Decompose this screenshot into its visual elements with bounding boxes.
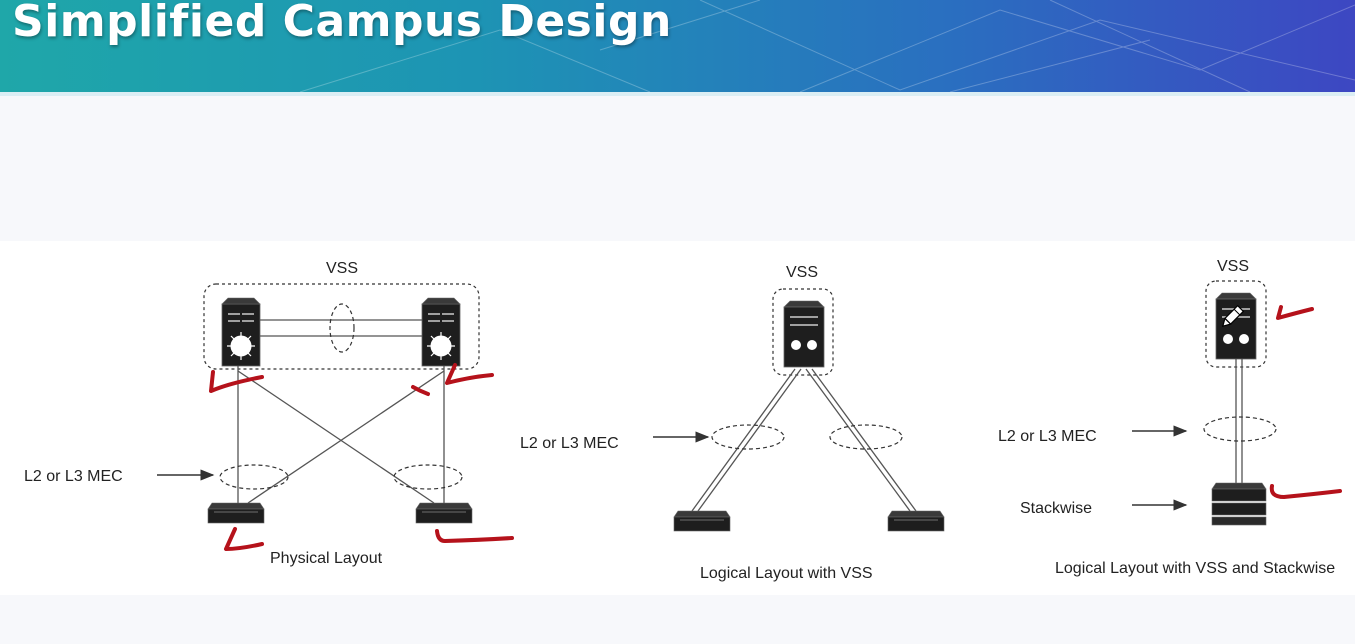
logical-access-switch-right bbox=[887, 510, 945, 532]
physical-layout: VSS L2 or L3 MEC Physical Layout bbox=[24, 260, 480, 567]
stackwise-switch-stack bbox=[1211, 482, 1267, 526]
annotation-mark-5 bbox=[435, 529, 514, 543]
logical-vss-switch bbox=[783, 300, 825, 368]
header-network-pattern bbox=[299, 0, 1355, 92]
stackwise-caption: Logical Layout with VSS and Stackwise bbox=[1055, 560, 1335, 577]
slide-header: Simplified Campus Design bbox=[0, 0, 1355, 92]
mec-bundle-left bbox=[219, 464, 289, 490]
stackwise-mec-bundle bbox=[1203, 416, 1277, 442]
logical-vss-label: VSS bbox=[786, 264, 818, 281]
core-switch-left bbox=[221, 297, 261, 367]
access-switch-right bbox=[415, 502, 473, 524]
logical-vss-boundary bbox=[772, 288, 834, 376]
annotation-mark-2 bbox=[411, 385, 430, 396]
logical-vss-caption: Logical Layout with VSS bbox=[700, 565, 873, 582]
stackwise-vss-label: VSS bbox=[1217, 258, 1249, 275]
annotation-marks bbox=[209, 305, 1342, 551]
annotation-mark-3 bbox=[445, 363, 494, 385]
annotation-mark-1 bbox=[209, 370, 264, 393]
stackwise-label: Stackwise bbox=[1020, 500, 1092, 517]
logical-vss-uplinks bbox=[691, 368, 917, 512]
pen-cursor-icon bbox=[1221, 304, 1245, 328]
logical-mec-bundle-right bbox=[829, 424, 903, 450]
annotation-mark-7 bbox=[1269, 484, 1342, 499]
logical-mec-bundle-left bbox=[711, 424, 785, 450]
logical-vss-mec-label: L2 or L3 MEC bbox=[520, 435, 619, 452]
campus-design-diagram: VSS L2 or L3 MEC Physical Layout VSS bbox=[24, 258, 1342, 582]
logical-access-switch-left bbox=[673, 510, 731, 532]
diagram-panel: VSS L2 or L3 MEC Physical Layout VSS bbox=[0, 241, 1355, 595]
header-divider bbox=[0, 92, 1355, 96]
stackwise-vss-switch bbox=[1215, 292, 1257, 360]
vss-boundary bbox=[203, 283, 480, 370]
physical-mec-label: L2 or L3 MEC bbox=[24, 468, 123, 485]
annotation-mark-4 bbox=[224, 527, 264, 551]
vsl-links bbox=[260, 319, 422, 337]
annotation-mark-6 bbox=[1276, 305, 1314, 320]
stackwise-mec-label: L2 or L3 MEC bbox=[998, 428, 1097, 445]
core-switch-right bbox=[421, 297, 461, 367]
vsl-bundle bbox=[329, 303, 355, 353]
logical-vss-layout: VSS L2 or L3 MEC Logical Layout with VSS bbox=[520, 264, 945, 582]
access-switch-left bbox=[207, 502, 265, 524]
physical-vss-label: VSS bbox=[326, 260, 358, 277]
uplink-lines bbox=[237, 366, 445, 504]
physical-caption: Physical Layout bbox=[270, 550, 383, 567]
logical-stackwise-layout: VSS L2 or L3 MEC Stackwise Logical Layou… bbox=[998, 258, 1335, 577]
slide-title: Simplified Campus Design bbox=[12, 0, 672, 47]
stackwise-uplinks bbox=[1235, 359, 1243, 485]
mec-bundle-right bbox=[393, 464, 463, 490]
